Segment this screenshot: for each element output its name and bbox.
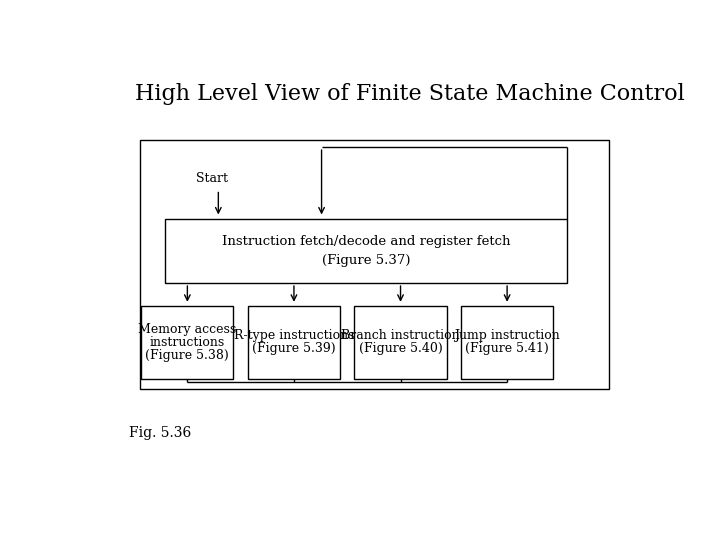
Bar: [141, 306, 233, 379]
Text: High Level View of Finite State Machine Control: High Level View of Finite State Machine …: [135, 83, 685, 105]
Text: (Figure 5.39): (Figure 5.39): [252, 342, 336, 355]
Bar: [248, 306, 340, 379]
Bar: [140, 140, 609, 389]
Text: (Figure 5.40): (Figure 5.40): [359, 342, 442, 355]
Text: instructions: instructions: [150, 336, 225, 349]
Bar: [166, 219, 567, 283]
Text: R-type instructions: R-type instructions: [234, 329, 354, 342]
Text: Fig. 5.36: Fig. 5.36: [129, 426, 192, 440]
Text: (Figure 5.41): (Figure 5.41): [465, 342, 549, 355]
Text: Instruction fetch/decode and register fetch: Instruction fetch/decode and register fe…: [222, 235, 510, 248]
Text: (Figure 5.38): (Figure 5.38): [145, 349, 229, 362]
Text: Branch instruction: Branch instruction: [341, 329, 460, 342]
Text: Start: Start: [196, 172, 228, 185]
Text: Memory access: Memory access: [138, 322, 236, 335]
Bar: [354, 306, 446, 379]
Text: (Figure 5.37): (Figure 5.37): [322, 253, 410, 267]
Bar: [461, 306, 553, 379]
Text: Jump instruction: Jump instruction: [454, 329, 560, 342]
